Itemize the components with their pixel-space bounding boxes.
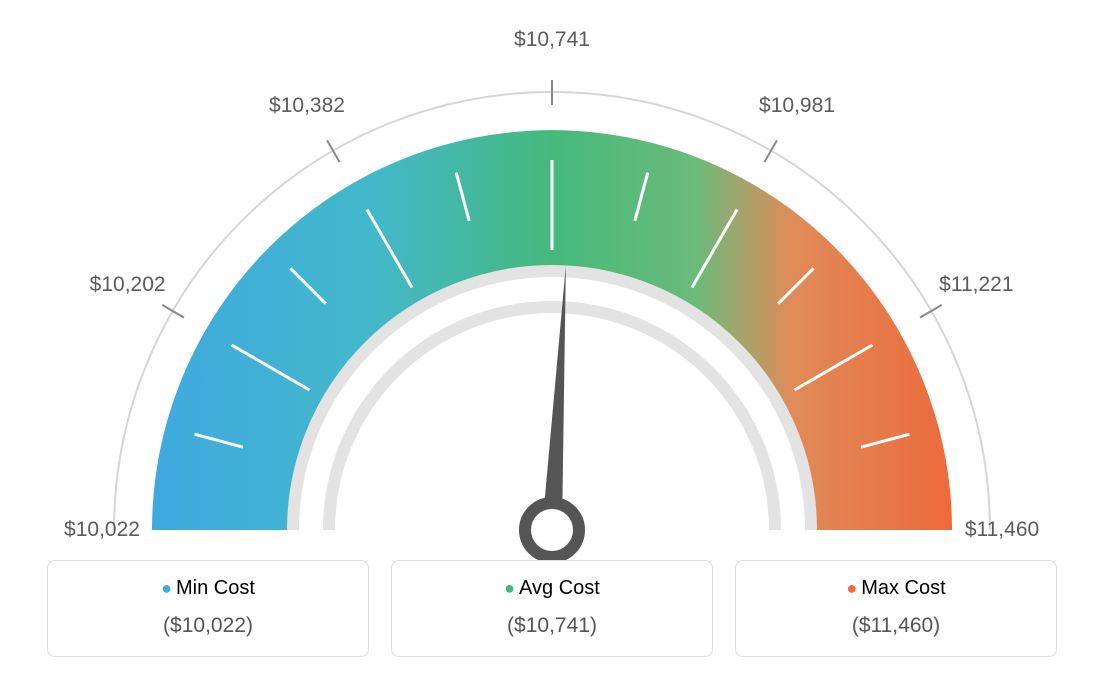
- avg-cost-title: ●Avg Cost: [392, 577, 712, 600]
- min-cost-card: ●Min Cost ($10,022): [47, 560, 369, 657]
- avg-cost-card: ●Avg Cost ($10,741): [391, 560, 713, 657]
- max-cost-title: ●Max Cost: [736, 577, 1056, 600]
- gauge-tick-label: $10,022: [64, 518, 140, 542]
- summary-cards: ●Min Cost ($10,022) ●Avg Cost ($10,741) …: [0, 560, 1104, 657]
- min-cost-value: ($10,022): [48, 614, 368, 638]
- gauge-tick-label: $10,382: [269, 94, 345, 118]
- gauge-tick-label: $11,221: [939, 273, 1013, 297]
- max-cost-value: ($11,460): [736, 614, 1056, 638]
- gauge-tick-label: $10,741: [514, 28, 590, 52]
- min-cost-title: ●Min Cost: [48, 577, 368, 600]
- avg-cost-value: ($10,741): [392, 614, 712, 638]
- gauge-tick-label: $11,460: [965, 518, 1039, 542]
- max-cost-card: ●Max Cost ($11,460): [735, 560, 1057, 657]
- gauge-chart: $10,022 $10,202 $10,382 $10,741 $10,981 $11,2…: [0, 0, 1104, 560]
- gauge-tick-label: $10,981: [759, 94, 835, 118]
- gauge-tick-label: $10,202: [90, 273, 166, 297]
